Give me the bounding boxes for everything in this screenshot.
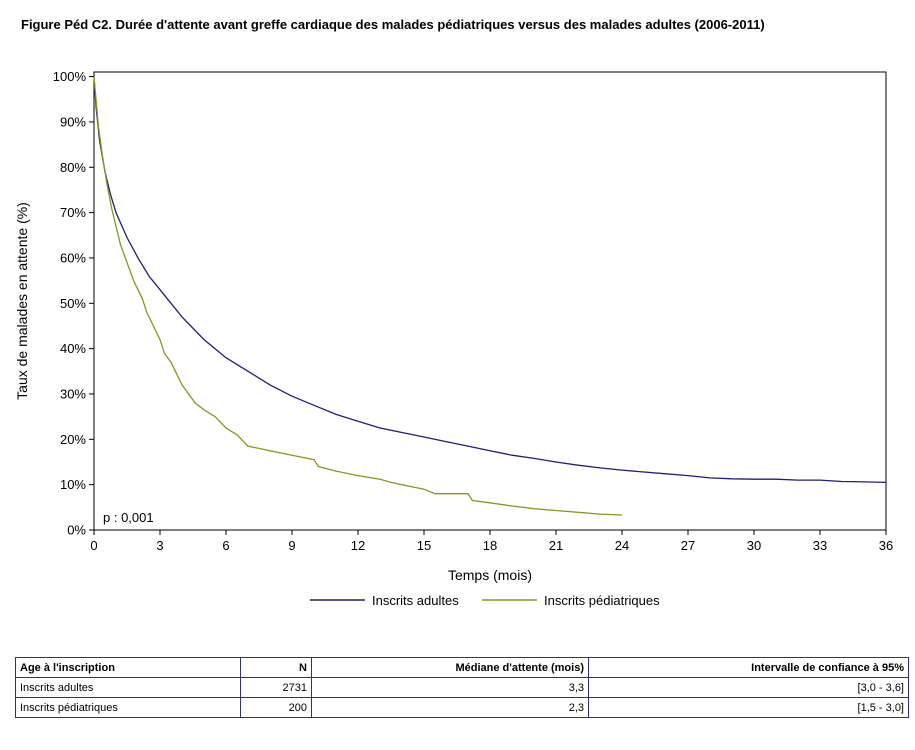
- y-tick-label: 50%: [60, 296, 86, 311]
- x-tick-label: 33: [813, 538, 827, 553]
- series-layer: [93, 76, 887, 516]
- y-tick-label: 100%: [53, 69, 87, 84]
- x-tick-label: 21: [549, 538, 563, 553]
- y-tick-label: 20%: [60, 432, 86, 447]
- y-tick-label: 0%: [67, 523, 86, 538]
- x-tick-label: 18: [483, 538, 497, 553]
- col-header-ci: Intervalle de confiance à 95%: [588, 657, 909, 678]
- table-row: Inscrits adultes 2731 3,3 [3,0 - 3,6]: [15, 677, 909, 698]
- y-tick-label: 80%: [60, 160, 86, 175]
- cell-n: 2731: [240, 677, 312, 698]
- y-axis-label: Taux de malades en attente (%): [14, 202, 30, 400]
- col-header-median: Médiane d'attente (mois): [311, 657, 589, 678]
- x-tick-label: 12: [351, 538, 365, 553]
- summary-table: Age à l'inscription N Médiane d'attente …: [15, 657, 909, 718]
- legend: Inscrits adultes Inscrits pédiatriques: [310, 593, 660, 608]
- y-tick-label: 90%: [60, 114, 86, 129]
- x-tick-label: 15: [417, 538, 431, 553]
- x-tick-label: 30: [747, 538, 761, 553]
- cell-age-group: Inscrits pédiatriques: [15, 697, 241, 718]
- y-axis: 0% 10% 20% 30% 40% 50% 60% 70% 80% 90% 100%: [53, 69, 94, 538]
- x-tick-label: 3: [156, 538, 163, 553]
- y-tick-label: 70%: [60, 205, 86, 220]
- cell-median: 3,3: [311, 677, 589, 698]
- plot-frame: [93, 71, 887, 531]
- cell-median: 2,3: [311, 697, 589, 718]
- legend-label-2: Inscrits pédiatriques: [544, 593, 660, 608]
- p-value-annotation: p : 0,001: [103, 510, 154, 525]
- x-tick-label: 27: [681, 538, 695, 553]
- y-tick-label: 60%: [60, 250, 86, 265]
- col-header-age: Age à l'inscription: [15, 657, 241, 678]
- table-row: Inscrits pédiatriques 200 2,3 [1,5 - 3,0…: [15, 697, 909, 718]
- x-axis-label: Temps (mois): [448, 567, 532, 583]
- table-header-row: Age à l'inscription N Médiane d'attente …: [15, 657, 909, 678]
- cell-n: 200: [240, 697, 312, 718]
- cell-age-group: Inscrits adultes: [15, 677, 241, 698]
- series-line-1: [93, 76, 887, 484]
- col-header-n: N: [240, 657, 312, 678]
- x-tick-label: 9: [288, 538, 295, 553]
- y-tick-label: 10%: [60, 477, 86, 492]
- x-axis: 0 3 6 9 12 15 18 21 24 27 30 33 36: [90, 530, 893, 553]
- x-tick-label: 24: [615, 538, 629, 553]
- cell-ci: [3,0 - 3,6]: [588, 677, 909, 698]
- legend-label-1: Inscrits adultes: [372, 593, 459, 608]
- series-line-2: [93, 76, 623, 516]
- figure-title: Figure Péd C2. Durée d'attente avant gre…: [21, 17, 765, 32]
- x-tick-label: 6: [222, 538, 229, 553]
- survival-chart: 0%10%20%30%40%50%60%70%80%90%100% 0 3 6 9 12…: [14, 69, 893, 608]
- y-tick-label: 40%: [60, 341, 86, 356]
- cell-ci: [1,5 - 3,0]: [588, 697, 909, 718]
- x-tick-label: 0: [90, 538, 97, 553]
- x-tick-label: 36: [879, 538, 893, 553]
- y-tick-label: 30%: [60, 386, 86, 401]
